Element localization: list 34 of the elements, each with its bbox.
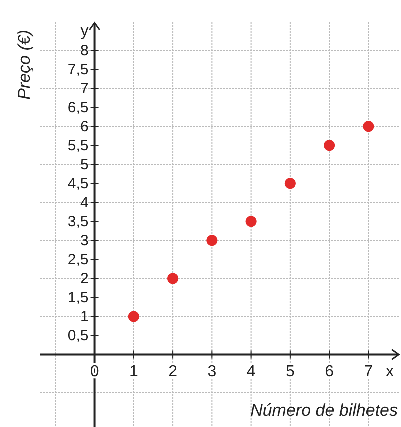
y-tick-label: 1,5 [68, 290, 89, 307]
y-tick-label: 5,5 [68, 138, 89, 155]
y-tick-label: 6 [80, 118, 89, 136]
x-tick-label: 5 [286, 364, 295, 381]
x-tick-label: 1 [129, 364, 138, 381]
y-tick-label: 2,5 [68, 252, 89, 269]
annotation: y [80, 23, 89, 40]
y-tick-label: 7 [80, 80, 89, 98]
x-tick-label: 4 [246, 364, 256, 381]
point [128, 311, 140, 322]
point [284, 178, 296, 190]
y-tick-label: 2 [80, 270, 89, 288]
y-tick-label: 4 [80, 194, 89, 212]
x-tick-label: 7 [364, 364, 374, 381]
annotation: x [386, 364, 394, 381]
point [246, 216, 257, 228]
point [168, 273, 179, 284]
x-tick-label: 2 [168, 364, 178, 381]
y-tick-label: 3,5 [68, 214, 89, 231]
x-axis-title: Número de bilhetes [250, 401, 398, 420]
y-tick-label: 5 [80, 156, 89, 174]
x-tick-label: 6 [325, 364, 334, 381]
y-tick-label: 6,5 [68, 100, 89, 117]
y-axis-title: Preço (€) [15, 30, 34, 100]
y-tick-label: 3 [80, 232, 89, 250]
point [363, 121, 374, 132]
x-tick-label: 3 [208, 364, 217, 381]
y-tick-label: 1 [80, 308, 89, 326]
point [324, 140, 336, 152]
y-tick-label: 4,5 [68, 176, 89, 193]
point [206, 235, 218, 246]
y-tick-label: 0,5 [68, 328, 89, 345]
y-tick-label: 7,5 [68, 62, 89, 79]
y-tick-label: 8 [80, 42, 89, 60]
